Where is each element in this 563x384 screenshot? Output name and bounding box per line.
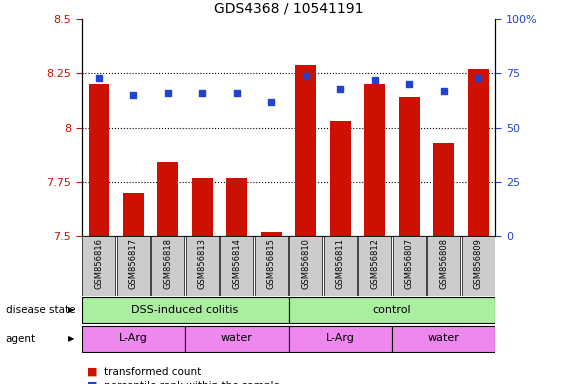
Bar [88, 84, 109, 236]
Text: percentile rank within the sample: percentile rank within the sample [104, 381, 280, 384]
Text: GSM856808: GSM856808 [439, 238, 448, 289]
Bar [468, 69, 489, 236]
Bar [226, 177, 247, 236]
FancyBboxPatch shape [427, 236, 461, 296]
Text: disease state: disease state [6, 305, 75, 315]
Bar [261, 232, 282, 236]
Point [233, 90, 242, 96]
Bar [192, 177, 213, 236]
FancyBboxPatch shape [186, 236, 219, 296]
Point [439, 88, 448, 94]
Text: GSM856818: GSM856818 [163, 238, 172, 289]
FancyBboxPatch shape [82, 326, 185, 352]
FancyBboxPatch shape [462, 236, 495, 296]
Text: GSM856815: GSM856815 [267, 238, 276, 289]
Point [301, 73, 310, 79]
FancyBboxPatch shape [185, 326, 289, 352]
Text: ■: ■ [87, 367, 98, 377]
FancyBboxPatch shape [289, 236, 323, 296]
Bar [123, 193, 144, 236]
Bar [330, 121, 351, 236]
Bar [434, 143, 454, 236]
FancyBboxPatch shape [82, 236, 115, 296]
FancyBboxPatch shape [82, 297, 289, 323]
Text: GSM856807: GSM856807 [405, 238, 414, 289]
Bar [158, 162, 178, 236]
Text: GSM856812: GSM856812 [370, 238, 379, 289]
Text: water: water [221, 333, 253, 343]
Point [336, 86, 345, 92]
FancyBboxPatch shape [358, 236, 391, 296]
Bar [296, 65, 316, 236]
Text: transformed count: transformed count [104, 367, 202, 377]
Bar [399, 97, 419, 236]
Text: GSM856811: GSM856811 [336, 238, 345, 289]
Text: agent: agent [6, 334, 36, 344]
Text: GSM856810: GSM856810 [301, 238, 310, 289]
Text: GSM856813: GSM856813 [198, 238, 207, 289]
Point [370, 77, 379, 83]
FancyBboxPatch shape [392, 236, 426, 296]
Text: control: control [373, 305, 412, 314]
FancyBboxPatch shape [324, 236, 357, 296]
Text: ■: ■ [87, 381, 98, 384]
Bar [364, 84, 385, 236]
Point [129, 92, 138, 98]
Text: L-Arg: L-Arg [326, 333, 355, 343]
Point [198, 90, 207, 96]
Text: GSM856814: GSM856814 [233, 238, 242, 289]
Text: GSM856809: GSM856809 [473, 238, 482, 289]
Point [267, 99, 276, 105]
FancyBboxPatch shape [289, 297, 495, 323]
Text: DSS-induced colitis: DSS-induced colitis [132, 305, 239, 314]
Point [95, 75, 104, 81]
Text: water: water [428, 333, 459, 343]
FancyBboxPatch shape [289, 326, 392, 352]
Text: GSM856817: GSM856817 [129, 238, 138, 289]
FancyBboxPatch shape [392, 326, 495, 352]
Title: GDS4368 / 10541191: GDS4368 / 10541191 [214, 1, 363, 15]
Text: GSM856816: GSM856816 [95, 238, 104, 289]
FancyBboxPatch shape [151, 236, 185, 296]
FancyBboxPatch shape [220, 236, 253, 296]
Text: L-Arg: L-Arg [119, 333, 148, 343]
FancyBboxPatch shape [117, 236, 150, 296]
Point [473, 75, 482, 81]
FancyBboxPatch shape [254, 236, 288, 296]
Point [405, 81, 414, 88]
Point [163, 90, 172, 96]
